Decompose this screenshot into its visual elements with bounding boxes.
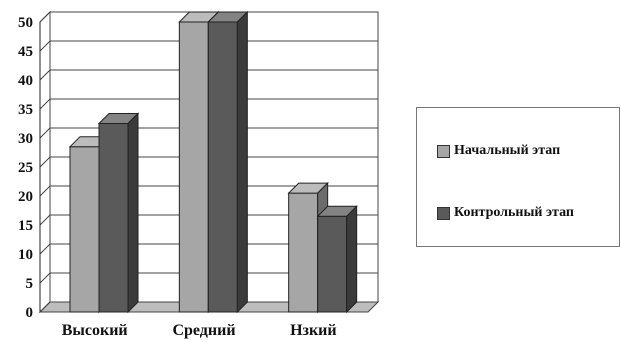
legend-label: Контрольный этап [454,205,574,220]
bar-0-1 [97,112,140,314]
bar-front [207,21,238,313]
y-tick-label: 20 [18,189,33,205]
x-category-label: Средний [172,322,235,339]
gridlines [39,11,378,313]
legend-item-series-1: Начальный этап [437,143,560,159]
gridline [39,301,378,313]
gridline [39,243,378,255]
y-tick-label: 25 [18,160,33,176]
y-tick-label: 10 [18,247,33,263]
bars [68,10,358,314]
y-tick-label: 5 [26,276,34,292]
bar-side [236,10,248,314]
gridline [39,156,378,168]
legend-label: Начальный этап [454,143,561,158]
gridline [39,272,378,284]
bar-front [98,123,129,313]
y-tick-label: 50 [18,15,33,31]
legend-swatch-icon [437,144,450,158]
gridline [39,185,378,197]
x-category-label: Высокий [62,322,128,339]
gridline [39,11,378,23]
y-tick-label: 30 [18,131,33,147]
bar-2-1 [316,205,358,314]
y-axis-ticks: 0 5 10 15 20 25 30 35 40 45 50 [18,15,41,321]
gridline [39,98,378,110]
gridline [39,40,378,52]
gridline [39,127,378,139]
y-tick-label: 35 [18,102,33,118]
gridline [39,69,378,81]
bar-front [317,215,348,313]
y-tick-label: 0 [26,305,34,321]
gridline [39,214,378,226]
x-category-label: Нзкий [290,322,337,339]
bar-1-1 [207,10,249,314]
bar-front [288,192,319,313]
legend-item-series-2: Контрольный этап [437,205,574,221]
y-tick-label: 45 [18,44,33,60]
bar-side [127,112,139,314]
bar-side [346,205,358,314]
legend-swatch-icon [437,206,450,220]
legend: Начальный этап Контрольный этап [416,107,620,247]
y-tick-label: 15 [18,218,33,234]
bar-front [178,21,209,313]
bar-front [69,146,100,313]
x-axis-labels: Высокий Средний Нзкий [62,322,337,339]
y-tick-label: 40 [18,73,33,89]
